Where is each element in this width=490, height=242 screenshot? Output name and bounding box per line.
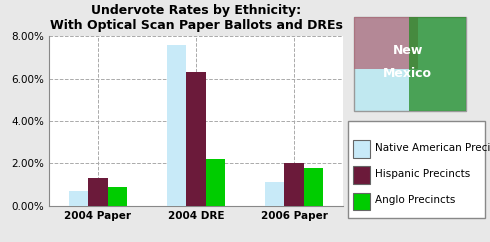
FancyBboxPatch shape: [354, 17, 418, 69]
Text: Hispanic Precincts: Hispanic Precincts: [375, 169, 470, 179]
Text: Mexico: Mexico: [383, 67, 432, 80]
Bar: [108, 187, 127, 206]
Bar: [353, 166, 370, 184]
Bar: [304, 167, 323, 206]
Bar: [284, 163, 304, 206]
Bar: [69, 191, 88, 206]
Title: Undervote Rates by Ethnicity:
With Optical Scan Paper Ballots and DREs: Undervote Rates by Ethnicity: With Optic…: [49, 4, 343, 32]
Bar: [265, 182, 284, 206]
FancyBboxPatch shape: [354, 17, 466, 111]
Bar: [353, 140, 370, 158]
FancyBboxPatch shape: [409, 17, 466, 111]
Bar: [186, 72, 206, 206]
Bar: [88, 178, 108, 206]
FancyBboxPatch shape: [348, 121, 485, 218]
Bar: [167, 45, 186, 206]
Bar: [353, 193, 370, 210]
Text: Anglo Precincts: Anglo Precincts: [375, 195, 456, 205]
Text: New: New: [392, 44, 423, 57]
Text: Native American Precincts: Native American Precincts: [375, 143, 490, 153]
Bar: [206, 159, 225, 206]
